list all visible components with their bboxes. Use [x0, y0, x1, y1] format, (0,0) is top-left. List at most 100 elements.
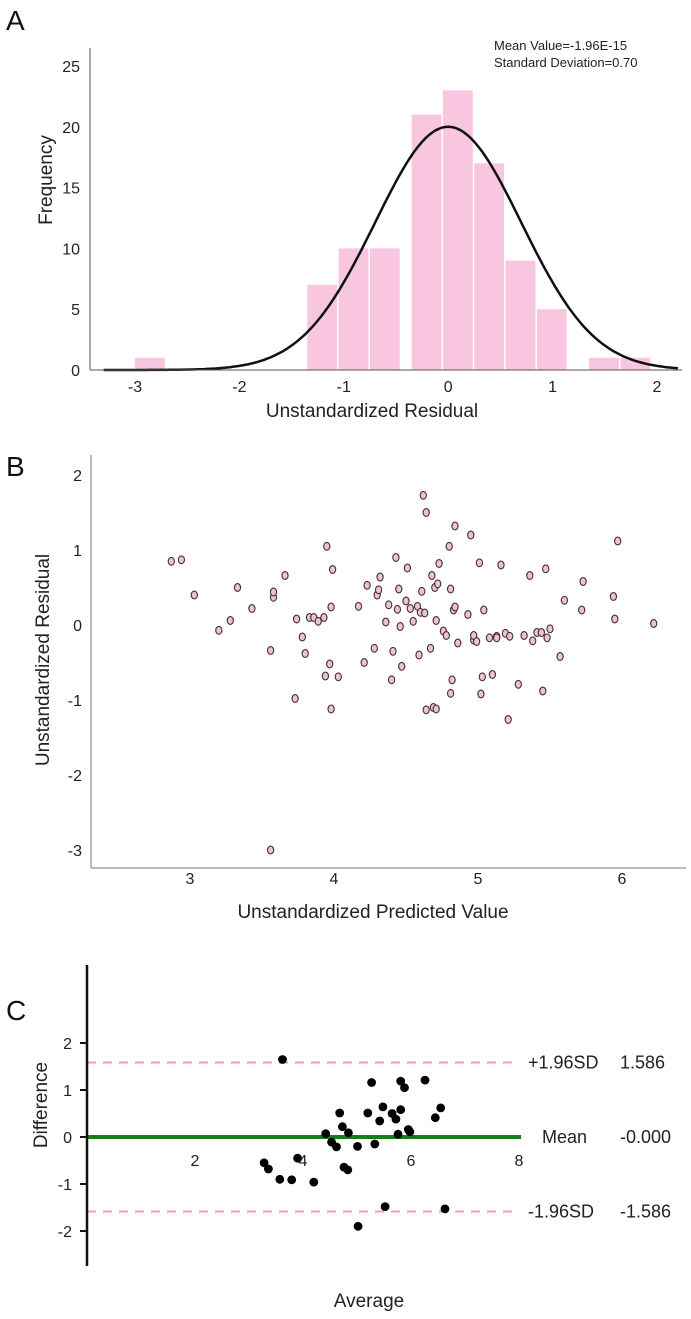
- x-tick-label: -3: [128, 379, 142, 396]
- scatter-point: [353, 1142, 362, 1151]
- mean-label: Mean: [542, 1127, 587, 1147]
- scatter-point: [338, 1122, 347, 1132]
- scatter-point: [367, 1078, 376, 1087]
- scatter-point: [363, 580, 371, 590]
- y-tick-label: 1: [73, 543, 82, 560]
- scatter-point: [402, 596, 410, 606]
- x-axis-title: Unstandardized Residual: [266, 401, 478, 422]
- scatter-point: [344, 1128, 353, 1138]
- scatter-point: [190, 590, 198, 600]
- x-tick-label: 3: [186, 871, 195, 888]
- scatter-point: [448, 675, 456, 685]
- scatter-point: [650, 619, 658, 628]
- limit-value: 1.586: [620, 1052, 665, 1072]
- scatter-point: [291, 694, 299, 703]
- scatter-point: [419, 490, 427, 500]
- y-tick-label: -1: [68, 693, 82, 710]
- y-tick-label: -2: [68, 768, 82, 785]
- scatter-point: [328, 565, 337, 574]
- y-tick-labels: 0 5 10 15 20 25: [62, 59, 80, 380]
- scatter-point: [475, 558, 484, 568]
- x-tick-label: 6: [407, 1153, 416, 1170]
- scatter-point: [343, 1165, 353, 1175]
- scatter-point: [446, 688, 455, 698]
- y-tick-label: 5: [71, 302, 80, 319]
- scatter-point: [506, 631, 514, 641]
- y-tick-label: -3: [68, 843, 82, 860]
- scatter-point: [403, 563, 412, 573]
- limit-value: -0.000: [620, 1127, 671, 1147]
- reference-lines: [87, 1061, 521, 1213]
- scatter-point: [529, 636, 537, 646]
- scatter-point: [614, 536, 622, 546]
- normal-curve: [103, 125, 679, 372]
- y-tick-label: 2: [73, 468, 82, 485]
- y-tick-label: 2: [63, 1036, 72, 1053]
- scatter-point: [266, 646, 275, 655]
- scatter-point: [560, 595, 569, 605]
- histogram-bar: [135, 357, 165, 370]
- y-tick-label: 0: [63, 1130, 72, 1147]
- x-tick-label: -1: [337, 379, 351, 396]
- scatter-point: [281, 571, 289, 580]
- histogram-bar: [411, 114, 442, 370]
- scatter-point: [542, 564, 550, 574]
- x-tick-label: 1: [548, 379, 557, 396]
- limit-value: -1.586: [620, 1202, 671, 1222]
- scatter-point: [405, 1127, 415, 1137]
- scatter-point: [611, 614, 619, 624]
- scatter-point: [430, 1113, 440, 1123]
- scatter-point: [370, 1139, 380, 1149]
- scatter-point: [226, 616, 234, 625]
- scatter-point: [578, 605, 586, 615]
- scatter-point: [335, 1108, 345, 1118]
- panel-c-letter: C: [6, 995, 26, 1026]
- scatter-point: [445, 541, 453, 551]
- scatter-point: [472, 637, 481, 646]
- panel-b-letter: B: [6, 451, 25, 482]
- y-tick-label: 10: [62, 241, 80, 258]
- scatter-point: [301, 649, 309, 658]
- scatter-point: [415, 650, 423, 660]
- y-tick-label: 25: [62, 59, 80, 76]
- scatter-point: [477, 689, 485, 699]
- scatter-point: [298, 632, 306, 642]
- scatter-point: [321, 1129, 331, 1139]
- x-tick-label: -2: [232, 379, 246, 396]
- y-tick-label: 1: [63, 1083, 72, 1100]
- histogram-bar: [536, 309, 567, 370]
- scatter-point: [504, 715, 512, 724]
- scatter-point: [370, 643, 378, 653]
- scatter-point: [396, 1105, 406, 1115]
- x-tick-label: 0: [444, 379, 453, 396]
- scatter-point: [376, 572, 384, 582]
- scatter-point: [360, 658, 368, 667]
- scatter-point: [451, 521, 459, 531]
- x-tick-label: 2: [191, 1153, 200, 1170]
- x-tick-labels: 2 4 6 8: [191, 1153, 524, 1170]
- scatter-point: [435, 559, 443, 568]
- scatter-point: [320, 613, 328, 622]
- scatter-point: [426, 643, 435, 653]
- scatter-point: [480, 605, 488, 615]
- scatter-point: [287, 1175, 297, 1185]
- histogram-bar: [443, 90, 473, 371]
- scatter-point: [454, 638, 462, 648]
- scatter-point: [539, 686, 547, 696]
- scatter-point: [421, 608, 429, 618]
- scatter-point: [275, 1174, 285, 1184]
- scatter-point: [464, 610, 472, 619]
- y-tick-label: 20: [62, 120, 80, 137]
- scatter-point: [478, 672, 486, 682]
- x-tick-labels: 3 4 5 6: [186, 871, 627, 888]
- scatter-point: [332, 1142, 341, 1152]
- histogram-bar: [338, 248, 369, 370]
- y-tick-labels: 2 1 0 -1 -2: [58, 1036, 87, 1241]
- x-axis-title: Average: [334, 1291, 404, 1312]
- scatter-point: [378, 1102, 388, 1112]
- scatter-point: [363, 1108, 373, 1118]
- scatter-point: [546, 624, 554, 634]
- scatter-point: [321, 671, 330, 681]
- scatter-point: [389, 646, 397, 656]
- scatter-point: [543, 633, 551, 643]
